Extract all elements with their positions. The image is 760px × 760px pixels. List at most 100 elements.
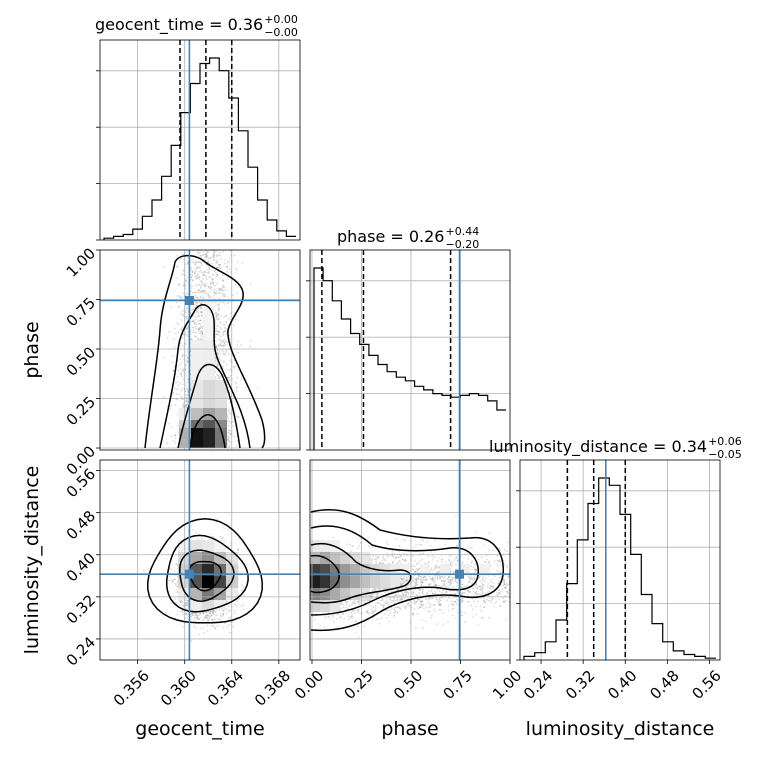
sample-point: [219, 267, 221, 269]
sample-point: [222, 286, 224, 288]
sample-point: [216, 325, 218, 327]
sample-point: [207, 251, 209, 253]
sample-point: [220, 290, 222, 292]
sample-point: [143, 570, 145, 572]
sample-point: [203, 296, 205, 298]
sample-point: [220, 277, 222, 279]
sample-point: [176, 255, 178, 257]
sample-point: [198, 253, 200, 255]
sample-point: [198, 329, 200, 331]
sample-point: [215, 378, 217, 380]
sample-point: [177, 414, 179, 416]
sample-point: [182, 388, 184, 390]
hist2d-cell: [203, 300, 215, 340]
sample-point: [215, 323, 217, 325]
sample-point: [213, 291, 215, 293]
sample-point: [183, 270, 185, 272]
sample-point: [217, 349, 219, 351]
sample-point: [176, 389, 178, 391]
sample-point: [239, 417, 241, 419]
sample-point: [243, 594, 245, 596]
sample-point: [217, 618, 219, 620]
sample-point: [179, 364, 181, 366]
sample-point: [179, 382, 181, 384]
sample-point: [209, 276, 211, 278]
sample-point: [200, 325, 202, 327]
sample-point: [229, 430, 231, 432]
sample-point: [240, 344, 242, 346]
sample-point: [192, 262, 194, 264]
sample-point: [223, 527, 225, 529]
sample-point: [233, 325, 235, 327]
sample-point: [217, 375, 219, 377]
sample-point: [217, 325, 219, 327]
sample-point: [181, 375, 183, 377]
sample-point: [193, 617, 195, 619]
sample-point: [229, 258, 231, 260]
sample-point: [218, 357, 220, 359]
sample-point: [222, 333, 224, 335]
sample-point: [212, 278, 214, 280]
sample-point: [199, 266, 201, 268]
sample-point: [170, 602, 172, 604]
sample-point: [223, 324, 225, 326]
sample-point: [195, 292, 197, 294]
sample-point: [212, 255, 214, 257]
sample-point: [218, 376, 220, 378]
sample-point: [198, 261, 200, 263]
sample-point: [201, 331, 203, 333]
sample-point: [172, 362, 174, 364]
sample-point: [210, 288, 212, 290]
sample-point: [210, 616, 212, 618]
sample-point: [207, 620, 209, 622]
sample-point: [220, 258, 222, 260]
sample-point: [192, 275, 194, 277]
sample-point: [206, 625, 208, 627]
sample-point: [176, 302, 178, 304]
sample-point: [200, 320, 202, 322]
sample-point: [175, 583, 177, 585]
sample-point: [177, 425, 179, 427]
sample-point: [190, 267, 192, 269]
sample-point: [197, 321, 199, 323]
sample-point: [199, 323, 201, 325]
sample-point: [195, 328, 197, 330]
sample-point: [211, 280, 213, 282]
sample-point: [175, 404, 177, 406]
sample-point: [217, 333, 219, 335]
sample-point: [206, 255, 208, 257]
sample-point: [186, 381, 188, 383]
sample-point: [186, 316, 188, 318]
sample-point: [236, 390, 238, 392]
sample-point: [191, 331, 193, 333]
sample-point: [181, 319, 183, 321]
sample-point: [191, 287, 193, 289]
sample-point: [195, 627, 197, 629]
sample-point: [182, 356, 184, 358]
sample-point: [180, 296, 182, 298]
sample-point: [225, 289, 227, 291]
sample-point: [236, 386, 238, 388]
sample-point: [220, 359, 222, 361]
sample-point: [201, 314, 203, 316]
sample-point: [227, 418, 229, 420]
hist2d-cell: [191, 340, 203, 380]
sample-point: [171, 579, 173, 581]
sample-point: [218, 254, 220, 256]
sample-point: [195, 269, 197, 271]
sample-point: [179, 393, 181, 395]
sample-point: [228, 618, 230, 620]
sample-point: [210, 257, 212, 259]
sample-point: [210, 296, 212, 298]
sample-point: [168, 580, 170, 582]
sample-point: [236, 269, 238, 271]
sample-point: [233, 626, 235, 628]
sample-point: [198, 308, 200, 310]
sample-point: [206, 279, 208, 281]
sample-point: [215, 301, 217, 303]
sample-point: [216, 255, 218, 257]
sample-point: [228, 425, 230, 427]
sample-point: [171, 427, 173, 429]
sample-point: [199, 332, 201, 334]
sample-point: [197, 284, 199, 286]
